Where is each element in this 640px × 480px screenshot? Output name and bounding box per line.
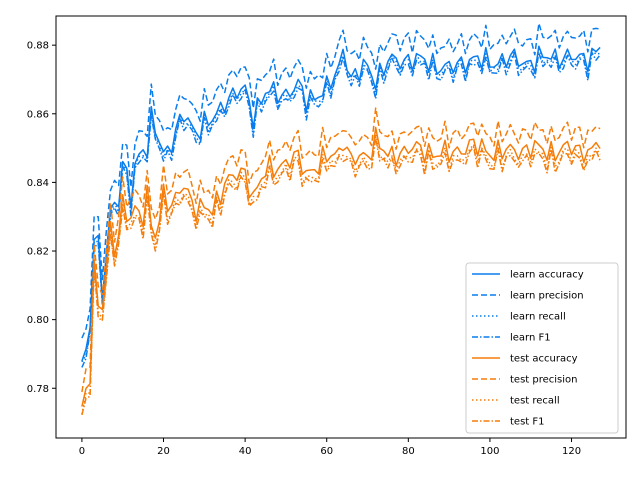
legend-label: learn F1 [510, 333, 551, 344]
series-line-test-f1 [81, 136, 601, 416]
y-tick-label: 0.78 [27, 384, 49, 395]
y-tick-label: 0.80 [27, 315, 49, 326]
x-tick-label: 40 [239, 446, 252, 457]
series-line-test-precision [81, 107, 601, 393]
x-tick-label: 80 [402, 446, 415, 457]
series-line-learn-f1 [81, 51, 601, 368]
legend-label: test accuracy [510, 354, 578, 365]
x-tick-label: 60 [320, 446, 333, 457]
y-tick-label: 0.84 [27, 178, 49, 189]
legend-label: test recall [510, 396, 560, 407]
x-tick-label: 100 [480, 446, 499, 457]
y-tick-label: 0.86 [27, 109, 49, 120]
series-line-learn-recall [81, 46, 601, 363]
plot-area [55, 15, 627, 439]
y-tick-label: 0.88 [27, 41, 49, 52]
series-line-test-accuracy [81, 126, 601, 407]
legend: learn accuracy learn precision learn recal… [465, 262, 619, 434]
series-line-learn-precision [81, 22, 601, 339]
legend-label: test F1 [510, 417, 545, 428]
x-axis: 0 20 40 60 80 100 120 [79, 438, 581, 457]
legend-label: test precision [510, 375, 578, 386]
x-tick-label: 20 [157, 446, 170, 457]
legend-box [465, 262, 619, 434]
y-axis: 0.78 0.80 0.82 0.84 0.86 0.88 [27, 41, 56, 395]
series-line-learn-accuracy [81, 45, 601, 362]
legend-label: learn precision [510, 291, 584, 302]
legend-label: learn recall [510, 312, 566, 323]
series-line-test-recall [81, 131, 601, 415]
x-tick-label: 120 [562, 446, 581, 457]
y-tick-label: 0.82 [27, 247, 49, 258]
x-tick-label: 0 [79, 446, 85, 457]
series-layer [81, 22, 601, 416]
legend-label: learn accuracy [510, 270, 584, 281]
